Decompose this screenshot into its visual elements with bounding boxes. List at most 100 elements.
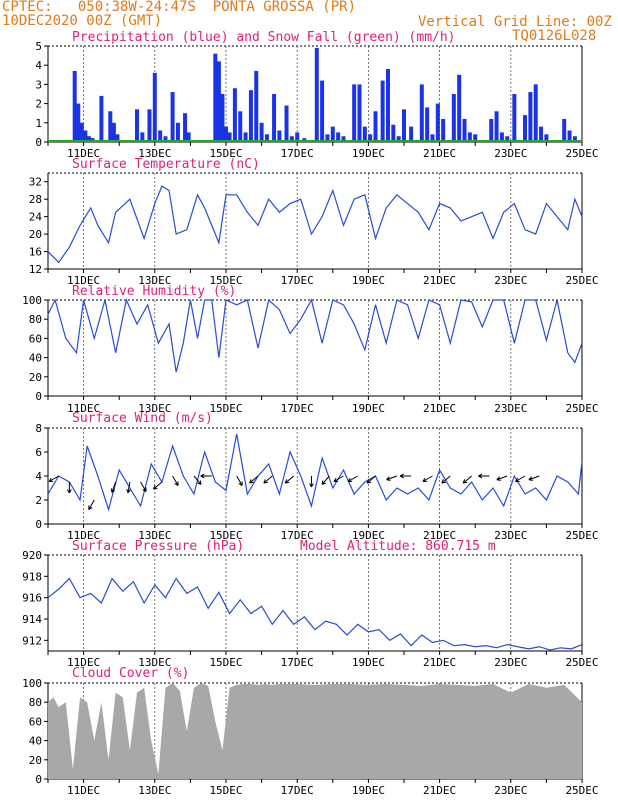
precip-bar bbox=[284, 105, 289, 142]
wind-arrow bbox=[462, 475, 472, 484]
wind-title: Surface Wind (m/s) bbox=[72, 411, 213, 426]
wind-arrow bbox=[366, 475, 376, 484]
panel-2-y-tick-label: 0 bbox=[35, 390, 42, 403]
precip-bar bbox=[147, 109, 152, 142]
wind-arrow bbox=[441, 475, 451, 484]
precip-bar bbox=[115, 134, 120, 142]
wind-arrow-head bbox=[249, 479, 252, 484]
wind-arrow-head bbox=[68, 489, 72, 494]
panel-3-x-tick-label: 15DEC bbox=[209, 529, 242, 542]
precip-bar bbox=[314, 47, 319, 142]
wind-arrow-head bbox=[478, 473, 483, 477]
precip-bar bbox=[562, 118, 567, 142]
precip-bar bbox=[409, 126, 414, 142]
wind-arrow-head bbox=[88, 507, 93, 510]
precip-bar bbox=[76, 103, 81, 142]
panel-1-x-tick-label: 15DEC bbox=[209, 274, 242, 287]
panel-0-x-tick-label: 17DEC bbox=[281, 147, 314, 160]
panel-3-x-tick-label: 11DEC bbox=[67, 529, 100, 542]
precip-bar bbox=[243, 132, 248, 142]
precip-bar bbox=[539, 126, 544, 142]
wind-arrow bbox=[140, 481, 147, 492]
panel-4-y-tick-label: 918 bbox=[22, 570, 42, 583]
panel-0-y-tick-label: 1 bbox=[35, 117, 42, 130]
precip-bar bbox=[489, 118, 494, 142]
precip-bar bbox=[140, 132, 145, 142]
wind-arrow bbox=[172, 475, 179, 486]
panel-1-x-tick-label: 13DEC bbox=[138, 274, 171, 287]
wind-arrow bbox=[496, 475, 508, 481]
panel-0-y-tick-label: 4 bbox=[35, 59, 42, 72]
panel-0-x-tick-label: 13DEC bbox=[138, 147, 171, 160]
panel-2-x-tick-label: 13DEC bbox=[138, 402, 171, 415]
wind-arrow bbox=[111, 481, 117, 493]
wind-arrow-head bbox=[263, 481, 268, 484]
precip-bar bbox=[79, 122, 84, 142]
panel-3-x-tick-label: 25DEC bbox=[565, 529, 598, 542]
precip-bar bbox=[158, 130, 163, 142]
precip-bar bbox=[462, 118, 467, 142]
panel-1-x-tick-label: 17DEC bbox=[281, 274, 314, 287]
precip-bar bbox=[572, 136, 577, 142]
precip-bar bbox=[216, 61, 221, 142]
panel-2-y-tick-label: 60 bbox=[29, 332, 42, 345]
panel-5-x-tick-label: 13DEC bbox=[138, 784, 171, 797]
precip-bar bbox=[419, 84, 424, 142]
wind-arrow-head bbox=[496, 476, 500, 481]
wind-arrow-head bbox=[197, 482, 202, 485]
wind-arrow bbox=[321, 475, 330, 485]
precip-bar bbox=[528, 92, 533, 142]
wind-arrow-head bbox=[199, 480, 202, 485]
precip-bar bbox=[325, 134, 330, 142]
wind-arrow bbox=[347, 475, 358, 482]
panel-5-y-tick-label: 20 bbox=[29, 754, 42, 767]
wind-arrow-head bbox=[441, 479, 444, 484]
precip-bar bbox=[248, 90, 253, 142]
panel-3-y-tick-label: 8 bbox=[35, 422, 42, 435]
panel-0-x-tick-label: 25DEC bbox=[565, 147, 598, 160]
precip-bar bbox=[264, 134, 269, 142]
panel-4-x-tick-label: 25DEC bbox=[565, 656, 598, 669]
panel-1-y-tick-label: 28 bbox=[29, 193, 42, 206]
precip-bar bbox=[451, 94, 456, 142]
panel-4-x-tick-label: 11DEC bbox=[67, 656, 100, 669]
precip-bar bbox=[435, 103, 440, 142]
precip-bar bbox=[213, 53, 218, 142]
precip-bar bbox=[380, 80, 385, 142]
panel-2-x-tick-label: 21DEC bbox=[423, 402, 456, 415]
temp-title: Surface Temperature (nC) bbox=[72, 157, 260, 172]
panel-4-x-tick-label: 13DEC bbox=[138, 656, 171, 669]
precip-bar bbox=[425, 107, 430, 142]
panel-0-x-tick-label: 11DEC bbox=[67, 147, 100, 160]
precip-bar bbox=[430, 134, 435, 142]
wind-arrow bbox=[193, 475, 202, 485]
panel-5-x-tick-label: 15DEC bbox=[209, 784, 242, 797]
precip-bar bbox=[277, 130, 282, 142]
precip-bar bbox=[523, 115, 528, 142]
wind-arrow-head bbox=[67, 489, 70, 494]
precip-bar bbox=[259, 122, 264, 142]
panel-2-y-tick-label: 80 bbox=[29, 313, 42, 326]
precip-bar bbox=[533, 84, 538, 142]
wind-arrow-head bbox=[284, 479, 288, 484]
wind-arrow-head bbox=[200, 475, 205, 479]
wind-arrow-head bbox=[422, 477, 426, 482]
wind-arrow bbox=[249, 475, 259, 484]
precip-bar bbox=[494, 111, 499, 142]
panel-3-x-tick-label: 21DEC bbox=[423, 529, 456, 542]
precip-bar bbox=[544, 134, 549, 142]
panel-3-x-tick-label: 17DEC bbox=[281, 529, 314, 542]
precip-bar bbox=[254, 70, 259, 142]
panel-2-series-line bbox=[47, 298, 583, 373]
panel-2-y-tick-label: 20 bbox=[29, 371, 42, 384]
panel-1-x-tick-label: 11DEC bbox=[67, 274, 100, 287]
precip-bar bbox=[86, 136, 91, 142]
panel-5-x-tick-label: 19DEC bbox=[352, 784, 385, 797]
panel-1-y-tick-label: 12 bbox=[29, 263, 42, 276]
panel-4-x-tick-label: 19DEC bbox=[352, 656, 385, 669]
panel-2-x-tick-label: 15DEC bbox=[209, 402, 242, 415]
precip-bar bbox=[227, 132, 232, 142]
wind-arrow-head bbox=[321, 482, 327, 485]
wind-arrow-head bbox=[386, 476, 390, 481]
wind-arrow-head bbox=[321, 480, 324, 485]
